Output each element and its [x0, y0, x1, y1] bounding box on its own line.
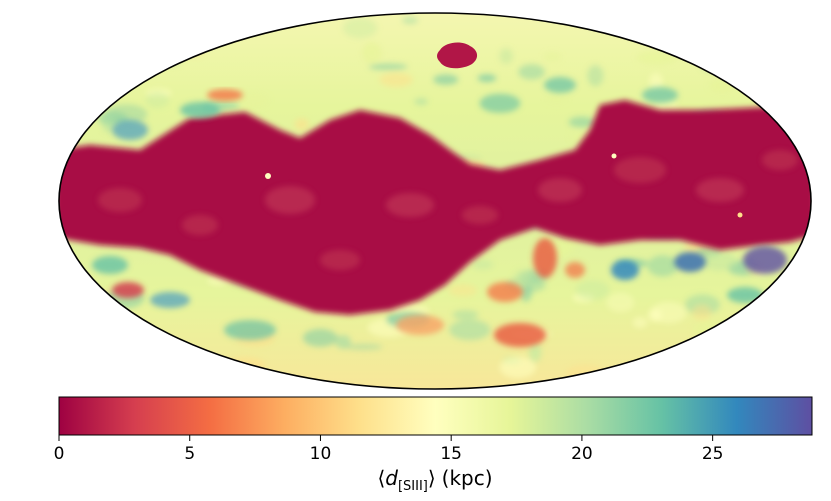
texture-blob	[70, 106, 85, 113]
texture-blob	[208, 24, 226, 39]
colorbar-label-close: ⟩	[428, 466, 436, 490]
texture-blob	[751, 21, 789, 37]
texture-blob	[115, 50, 151, 68]
texture-blob	[477, 74, 497, 82]
galactic-plane-band	[59, 100, 811, 315]
texture-blob	[342, 17, 378, 38]
texture-blob	[145, 91, 170, 109]
texture-blob	[89, 65, 105, 73]
texture-blob	[237, 92, 270, 109]
colorbar-tick-label: 5	[184, 444, 195, 464]
colorbar: 0 5 10 15 20 25 ⟨d[SIII]⟩ (kpc)	[54, 396, 813, 494]
texture-blob	[102, 113, 115, 133]
high-distance-patches	[92, 77, 787, 340]
colorbar-label-symbol: d	[385, 466, 398, 490]
texture-blob	[302, 328, 338, 347]
texture-blob	[499, 48, 513, 64]
colorbar-tick-label: 0	[54, 444, 65, 464]
texture-blob	[713, 32, 749, 46]
texture-blob	[449, 319, 491, 341]
texture-blob	[782, 41, 809, 53]
texture-blob	[499, 356, 537, 379]
texture-blob	[59, 317, 92, 325]
colorbar-label-subscript: [SIII]	[398, 479, 428, 494]
texture-blob	[335, 335, 351, 349]
texture-blob	[692, 319, 737, 341]
texture-blob	[606, 292, 635, 313]
texture-blob	[546, 95, 567, 104]
texture-blob	[692, 305, 712, 321]
texture-blob	[472, 259, 494, 270]
texture-blob	[197, 18, 228, 38]
texture-blob	[59, 346, 81, 357]
texture-blob	[746, 37, 767, 46]
texture-blob	[167, 349, 196, 358]
colorbar-gradient	[58, 396, 813, 436]
texture-blob	[568, 116, 595, 128]
texture-blob	[294, 118, 309, 131]
texture-blob	[702, 251, 737, 271]
texture-blob	[636, 50, 679, 65]
texture-blob	[185, 361, 226, 377]
sky-map	[59, 13, 811, 389]
colorbar-tick-label: 25	[702, 444, 724, 464]
texture-blob	[414, 98, 428, 105]
colorbar-label: ⟨d[SIII]⟩ (kpc)	[377, 466, 492, 494]
texture-blob	[647, 255, 678, 277]
texture-blob	[528, 341, 542, 363]
sky-map-outline	[58, 12, 812, 390]
texture-blob	[379, 72, 413, 88]
colorbar-label-units: (kpc)	[442, 466, 493, 490]
texture-blob	[518, 64, 545, 80]
texture-blob	[452, 310, 479, 320]
texture-blob	[362, 42, 382, 64]
texture-blob	[721, 34, 746, 46]
north-warm-streak	[207, 89, 243, 101]
bright-knots	[265, 153, 743, 218]
texture-blob	[223, 357, 266, 375]
texture-blob	[368, 63, 408, 70]
texture-blob	[448, 284, 478, 297]
texture-blob	[648, 308, 662, 322]
texture-blob	[105, 104, 148, 125]
texture-blob	[345, 343, 383, 350]
texture-blob	[201, 23, 229, 39]
texture-blob	[632, 317, 648, 328]
texture-blob	[433, 74, 459, 85]
texture-blob	[788, 28, 804, 39]
plane-mottling	[98, 150, 798, 270]
texture-blob	[543, 52, 562, 62]
colorbar-tick-label: 20	[571, 444, 593, 464]
colorbar-label-open: ⟨	[377, 466, 385, 490]
texture-blob	[757, 42, 776, 50]
colorbar-tick-label: 10	[310, 444, 332, 464]
texture-blob	[575, 280, 610, 300]
texture-blob	[402, 16, 419, 25]
texture-blob	[479, 93, 521, 113]
colorbar-ticks: 0 5 10 15 20 25	[54, 435, 724, 464]
texture-blob	[169, 33, 197, 46]
texture-blob	[142, 342, 159, 360]
texture-blob	[649, 72, 663, 91]
south-warm-patches	[112, 238, 585, 347]
north-polar-spot	[437, 42, 478, 69]
texture-blob	[587, 65, 604, 87]
colorbar-tick-label: 15	[440, 444, 462, 464]
texture-blob	[59, 90, 92, 108]
